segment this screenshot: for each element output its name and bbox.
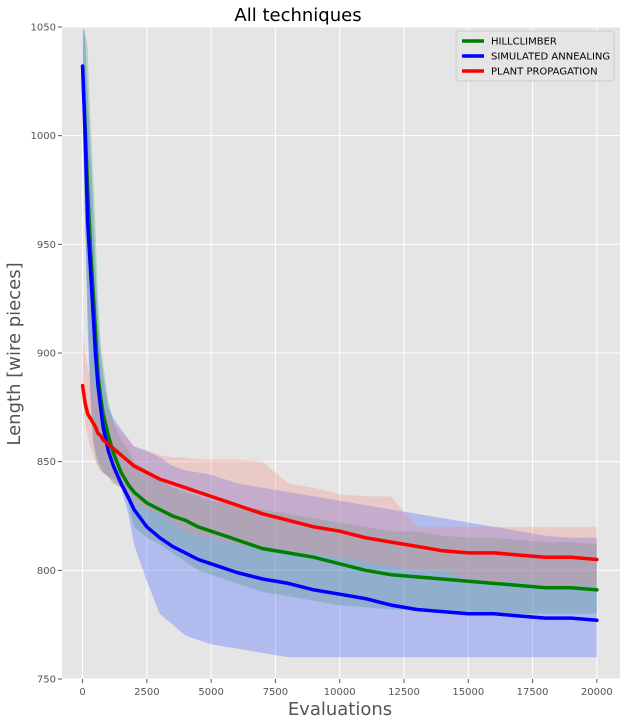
plant-propagation-line [80, 383, 599, 562]
x-axis-label: Evaluations [288, 699, 392, 720]
x-tick-label: 15000 [452, 687, 484, 698]
legend-label: SIMULATED ANNEALING [491, 52, 610, 63]
legend-label: PLANT PROPAGATION [491, 67, 598, 78]
y-tick-label: 800 [37, 566, 56, 577]
y-axis-label: Length [wire pieces] [4, 262, 25, 445]
x-tick-label: 0 [79, 687, 85, 698]
y-tick-label: 950 [37, 240, 56, 251]
y-tick-label: 1050 [31, 23, 56, 34]
y-axis-ticks: 750 800 850 900 950 1000 1050 [31, 23, 62, 686]
legend-box [455, 30, 615, 82]
y-tick-label: 1000 [31, 131, 56, 142]
simulated-annealing-band [82, 27, 597, 658]
x-axis-ticks: 0 2500 5000 7500 10000 12500 15000 17500 20000 [79, 679, 613, 698]
y-tick-label: 750 [37, 675, 56, 686]
x-tick-label: 20000 [581, 687, 613, 698]
hillclimber-band [82, 27, 597, 614]
plant-propagation-band [82, 331, 597, 586]
x-tick-label: 5000 [198, 687, 223, 698]
x-tick-label: 2500 [134, 687, 159, 698]
grid-lines [62, 26, 620, 680]
x-tick-label: 7500 [263, 687, 288, 698]
y-tick-label: 850 [37, 457, 56, 468]
legend-label: HILLCLIMBER [491, 37, 557, 48]
confidence-bands [82, 27, 597, 658]
chart-title: All techniques [234, 5, 361, 26]
legend: HILLCLIMBER SIMULATED ANNEALING PLANT PROP… [455, 30, 615, 82]
series-lines [80, 64, 599, 623]
simulated-annealing-line [80, 64, 599, 623]
x-tick-label: 12500 [388, 687, 420, 698]
x-tick-label: 10000 [324, 687, 356, 698]
x-tick-label: 17500 [517, 687, 549, 698]
y-tick-label: 900 [37, 349, 56, 360]
